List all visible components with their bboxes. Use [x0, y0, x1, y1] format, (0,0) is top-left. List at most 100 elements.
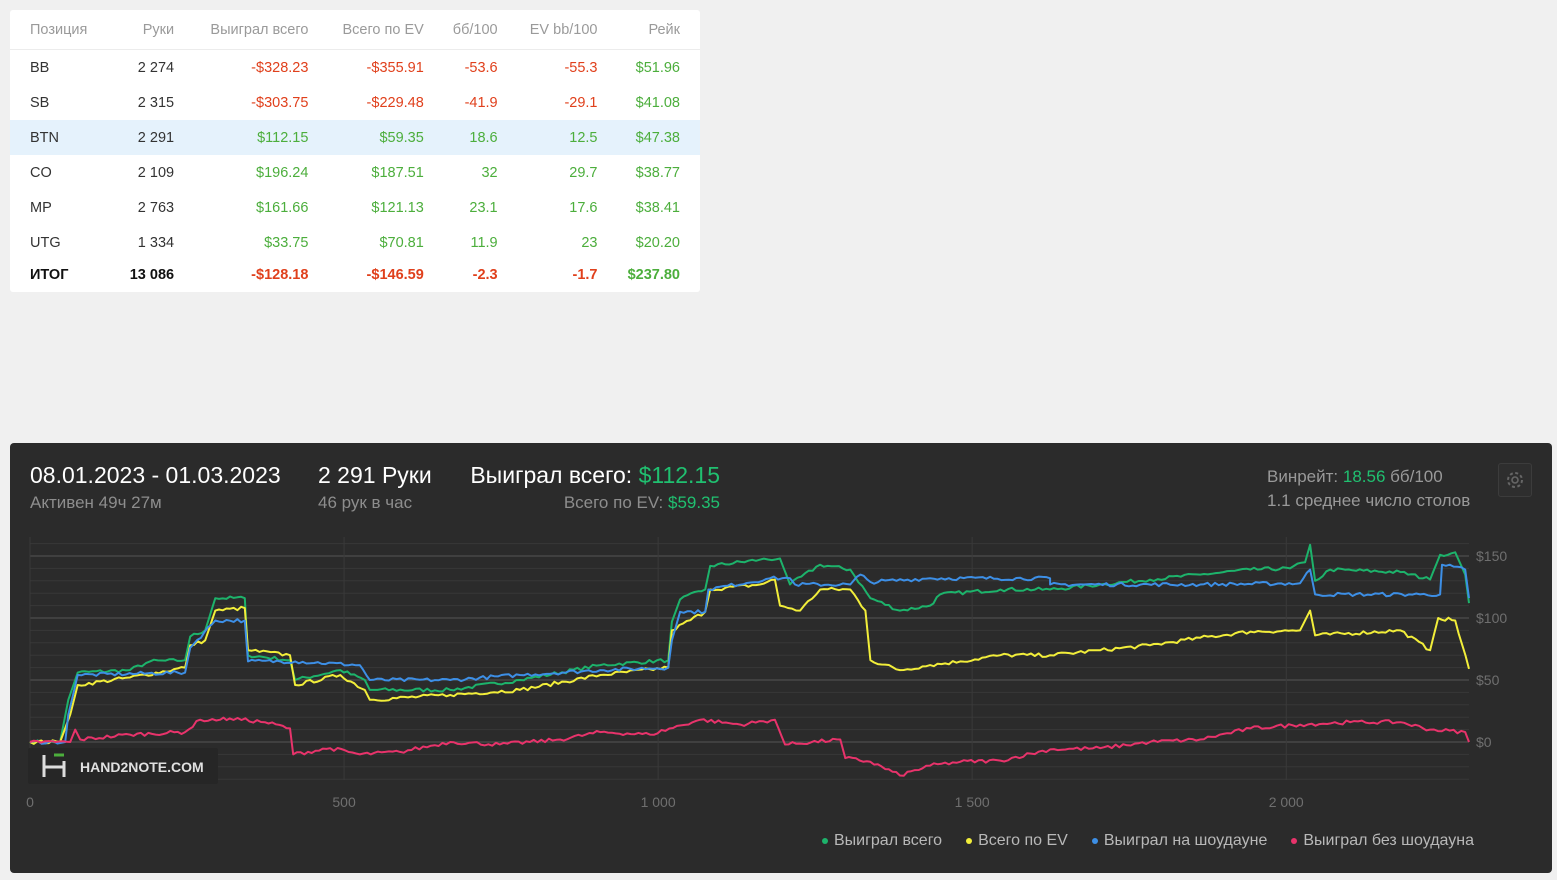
cell-ev: -$229.48: [366, 94, 424, 111]
cell-pos: MP: [30, 199, 52, 216]
settings-button[interactable]: [1498, 463, 1532, 497]
cell-rake: $51.96: [635, 59, 680, 76]
column-header[interactable]: Рейк: [617, 10, 700, 50]
table-row[interactable]: UTG 1 334 $33.75 $70.81 11.9 23 $20.20: [10, 225, 700, 260]
cell-pos: ИТОГ: [30, 267, 69, 283]
table-row[interactable]: SB 2 315 -$303.75 -$229.48 -41.9 -29.1 $41.08: [10, 85, 700, 120]
cell-won: -$128.18: [251, 267, 309, 283]
ev-label: Всего по EV:: [563, 493, 664, 512]
x-tick-label: 0: [26, 794, 34, 810]
won-value: $112.15: [638, 462, 720, 488]
column-header[interactable]: бб/100: [443, 10, 518, 50]
cell-evbb: -1.7: [572, 267, 598, 283]
cell-bb: 23.1: [469, 199, 498, 216]
legend-item[interactable]: Всего по EV: [966, 832, 1068, 850]
won-label: Выиграл всего:: [470, 462, 633, 488]
cell-bb: 32: [481, 164, 498, 181]
legend-dot-icon: [821, 837, 828, 844]
table-row[interactable]: BB 2 274 -$328.23 -$355.91 -53.6 -55.3 $51.96: [10, 50, 700, 86]
table-row[interactable]: BTN 2 291 $112.15 $59.35 18.6 12.5 $47.38: [10, 120, 700, 155]
y-tick-label: $150: [1476, 548, 1507, 564]
hands-per-hour: 46 рук в час: [318, 493, 413, 512]
cell-evbb: -55.3: [564, 59, 598, 76]
winrate-unit: бб/100: [1390, 467, 1443, 486]
cell-rake: $47.38: [617, 120, 700, 155]
table-row[interactable]: ИТОГ 13 086 -$128.18 -$146.59 -2.3 -1.7 $237.8…: [10, 260, 700, 290]
legend-dot-icon: [1291, 837, 1298, 844]
cell-evbb: -29.1: [564, 94, 598, 111]
table-header-row: Позиция Руки Выиграл всего Всего по EV бб/10…: [10, 10, 700, 50]
x-tick-label: 1 000: [641, 794, 676, 810]
cell-ev: $187.51: [371, 164, 424, 181]
cell-evbb: 23: [581, 234, 598, 251]
legend-dot-icon: [1091, 837, 1098, 844]
legend-item[interactable]: Выиграл всего: [821, 832, 943, 850]
cell-pos: CO: [30, 164, 52, 181]
avg-tables: 1.1 среднее число столов: [1267, 491, 1471, 510]
column-header[interactable]: EV bb/100: [517, 10, 618, 50]
cell-won: $196.24: [256, 164, 309, 181]
cell-pos: BB: [30, 59, 50, 76]
chart-legend: Выиграл всего Всего по EV Выиграл на шоуда…: [821, 832, 1474, 850]
cell-ev: $70.81: [379, 234, 424, 251]
cell-bb: -41.9: [464, 94, 498, 111]
cell-bb: 11.9: [470, 234, 498, 251]
column-header[interactable]: Руки: [120, 10, 195, 50]
winrate: Винрейт: 18.56 бб/100: [1267, 467, 1443, 487]
cell-won: $112.15: [194, 120, 329, 155]
won-total: Выиграл всего: $112.15: [470, 462, 720, 489]
active-time: Активен 49ч 27м: [30, 493, 162, 512]
cell-rake: $41.08: [635, 94, 680, 111]
positions-table: Позиция Руки Выиграл всего Всего по EV бб/10…: [10, 10, 700, 290]
legend-item[interactable]: Выиграл без шоудауна: [1291, 832, 1474, 850]
ev-total: Всего по EV: $59.35: [564, 493, 720, 513]
x-tick-label: 2 000: [1269, 794, 1304, 810]
column-header[interactable]: Выиграл всего: [194, 10, 329, 50]
cell-bb: -2.3: [472, 267, 498, 283]
cell-hands: 1 334: [137, 234, 175, 251]
hand2note-logo: HAND2NOTE.COM: [28, 748, 218, 784]
gear-icon: [1507, 472, 1523, 488]
cell-ev: -$355.91: [366, 59, 424, 76]
x-tick-label: 500: [332, 794, 356, 810]
table-row[interactable]: MP 2 763 $161.66 $121.13 23.1 17.6 $38.41: [10, 190, 700, 225]
legend-item[interactable]: Выиграл на шоудауне: [1091, 832, 1268, 850]
date-range: 08.01.2023 - 01.03.2023: [30, 462, 281, 488]
legend-label: Всего по EV: [978, 832, 1068, 849]
series-line-0: [29, 543, 1470, 745]
legend-dot-icon: [966, 837, 973, 844]
cell-hands: 13 086: [129, 267, 175, 283]
cell-won: $161.66: [256, 199, 309, 216]
column-header[interactable]: Всего по EV: [328, 10, 444, 50]
positions-table-card: Позиция Руки Выиграл всего Всего по EV бб/10…: [10, 10, 700, 292]
cell-won: $33.75: [264, 234, 309, 251]
hands-count: 2 291 Руки: [318, 462, 432, 488]
cell-hands: 2 315: [137, 94, 175, 111]
x-tick-label: 1 500: [955, 794, 990, 810]
cell-rake: $38.41: [635, 199, 680, 216]
series-line-1: [29, 578, 1470, 745]
cell-rake: $237.80: [627, 267, 680, 283]
cell-bb: -53.6: [464, 59, 498, 76]
series-line-3: [29, 716, 1470, 777]
cell-pos: SB: [30, 94, 50, 111]
cell-won: -$328.23: [251, 59, 309, 76]
cell-ev: $59.35: [328, 120, 444, 155]
cell-bb: 18.6: [443, 120, 518, 155]
column-header[interactable]: Позиция: [10, 10, 121, 50]
winrate-value: 18.56: [1342, 467, 1386, 486]
legend-label: Выиграл на шоудауне: [1103, 832, 1268, 849]
cell-won: -$303.75: [251, 94, 309, 111]
cell-hands: 2 274: [137, 59, 175, 76]
series-line-2: [29, 563, 1470, 745]
cell-ev: -$146.59: [366, 267, 424, 283]
logo-text: HAND2NOTE.COM: [80, 759, 204, 775]
legend-label: Выиграл всего: [833, 832, 943, 849]
y-tick-label: $0: [1476, 734, 1492, 750]
cell-evbb: 17.6: [569, 199, 598, 216]
cell-hands: 2 109: [137, 164, 175, 181]
cell-rake: $20.20: [635, 234, 680, 251]
table-row[interactable]: CO 2 109 $196.24 $187.51 32 29.7 $38.77: [10, 155, 700, 190]
cell-pos: UTG: [30, 234, 61, 251]
